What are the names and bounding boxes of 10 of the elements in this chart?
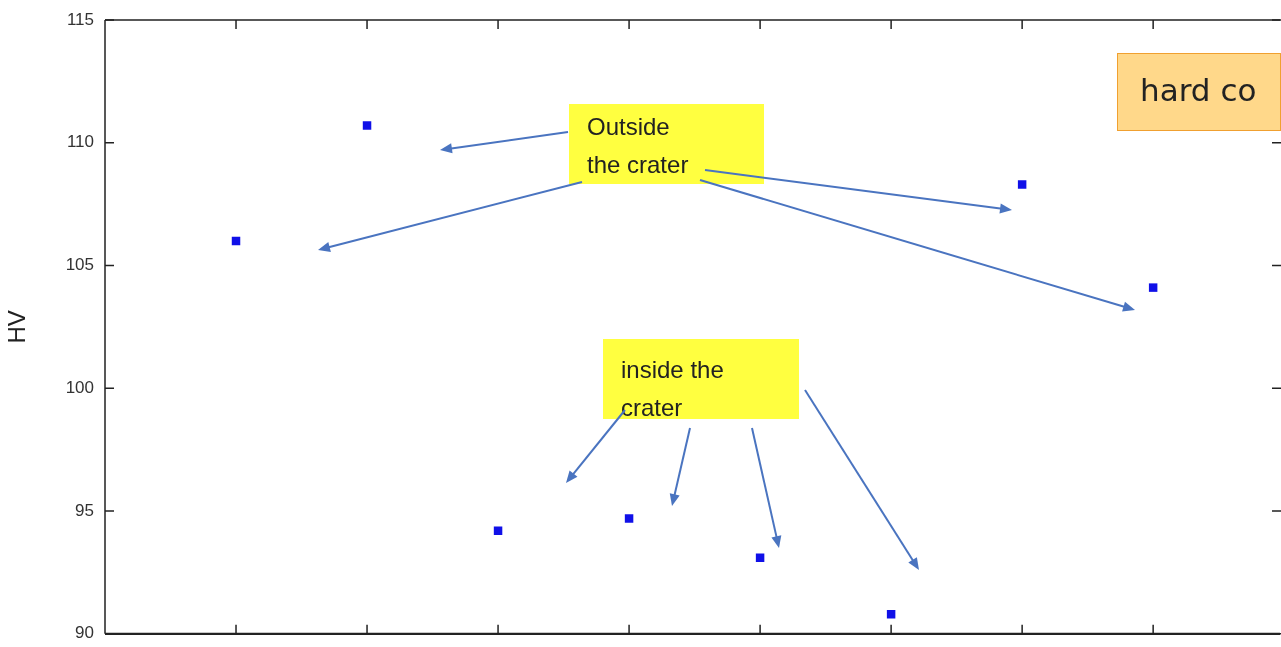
note-box: inside the crater [603, 339, 799, 419]
y-tick-label: 115 [66, 9, 94, 29]
y-tick-label: 90 [75, 623, 94, 643]
y-tick-label: 105 [65, 255, 94, 275]
y-tick-label: 95 [75, 500, 94, 520]
y-tick-label: 100 [65, 377, 94, 397]
note-box: hard co [1117, 53, 1281, 131]
note-box: Outside the crater [569, 104, 764, 184]
y-tick-label: 110 [66, 132, 94, 152]
y-axis-title: HV [3, 310, 31, 344]
